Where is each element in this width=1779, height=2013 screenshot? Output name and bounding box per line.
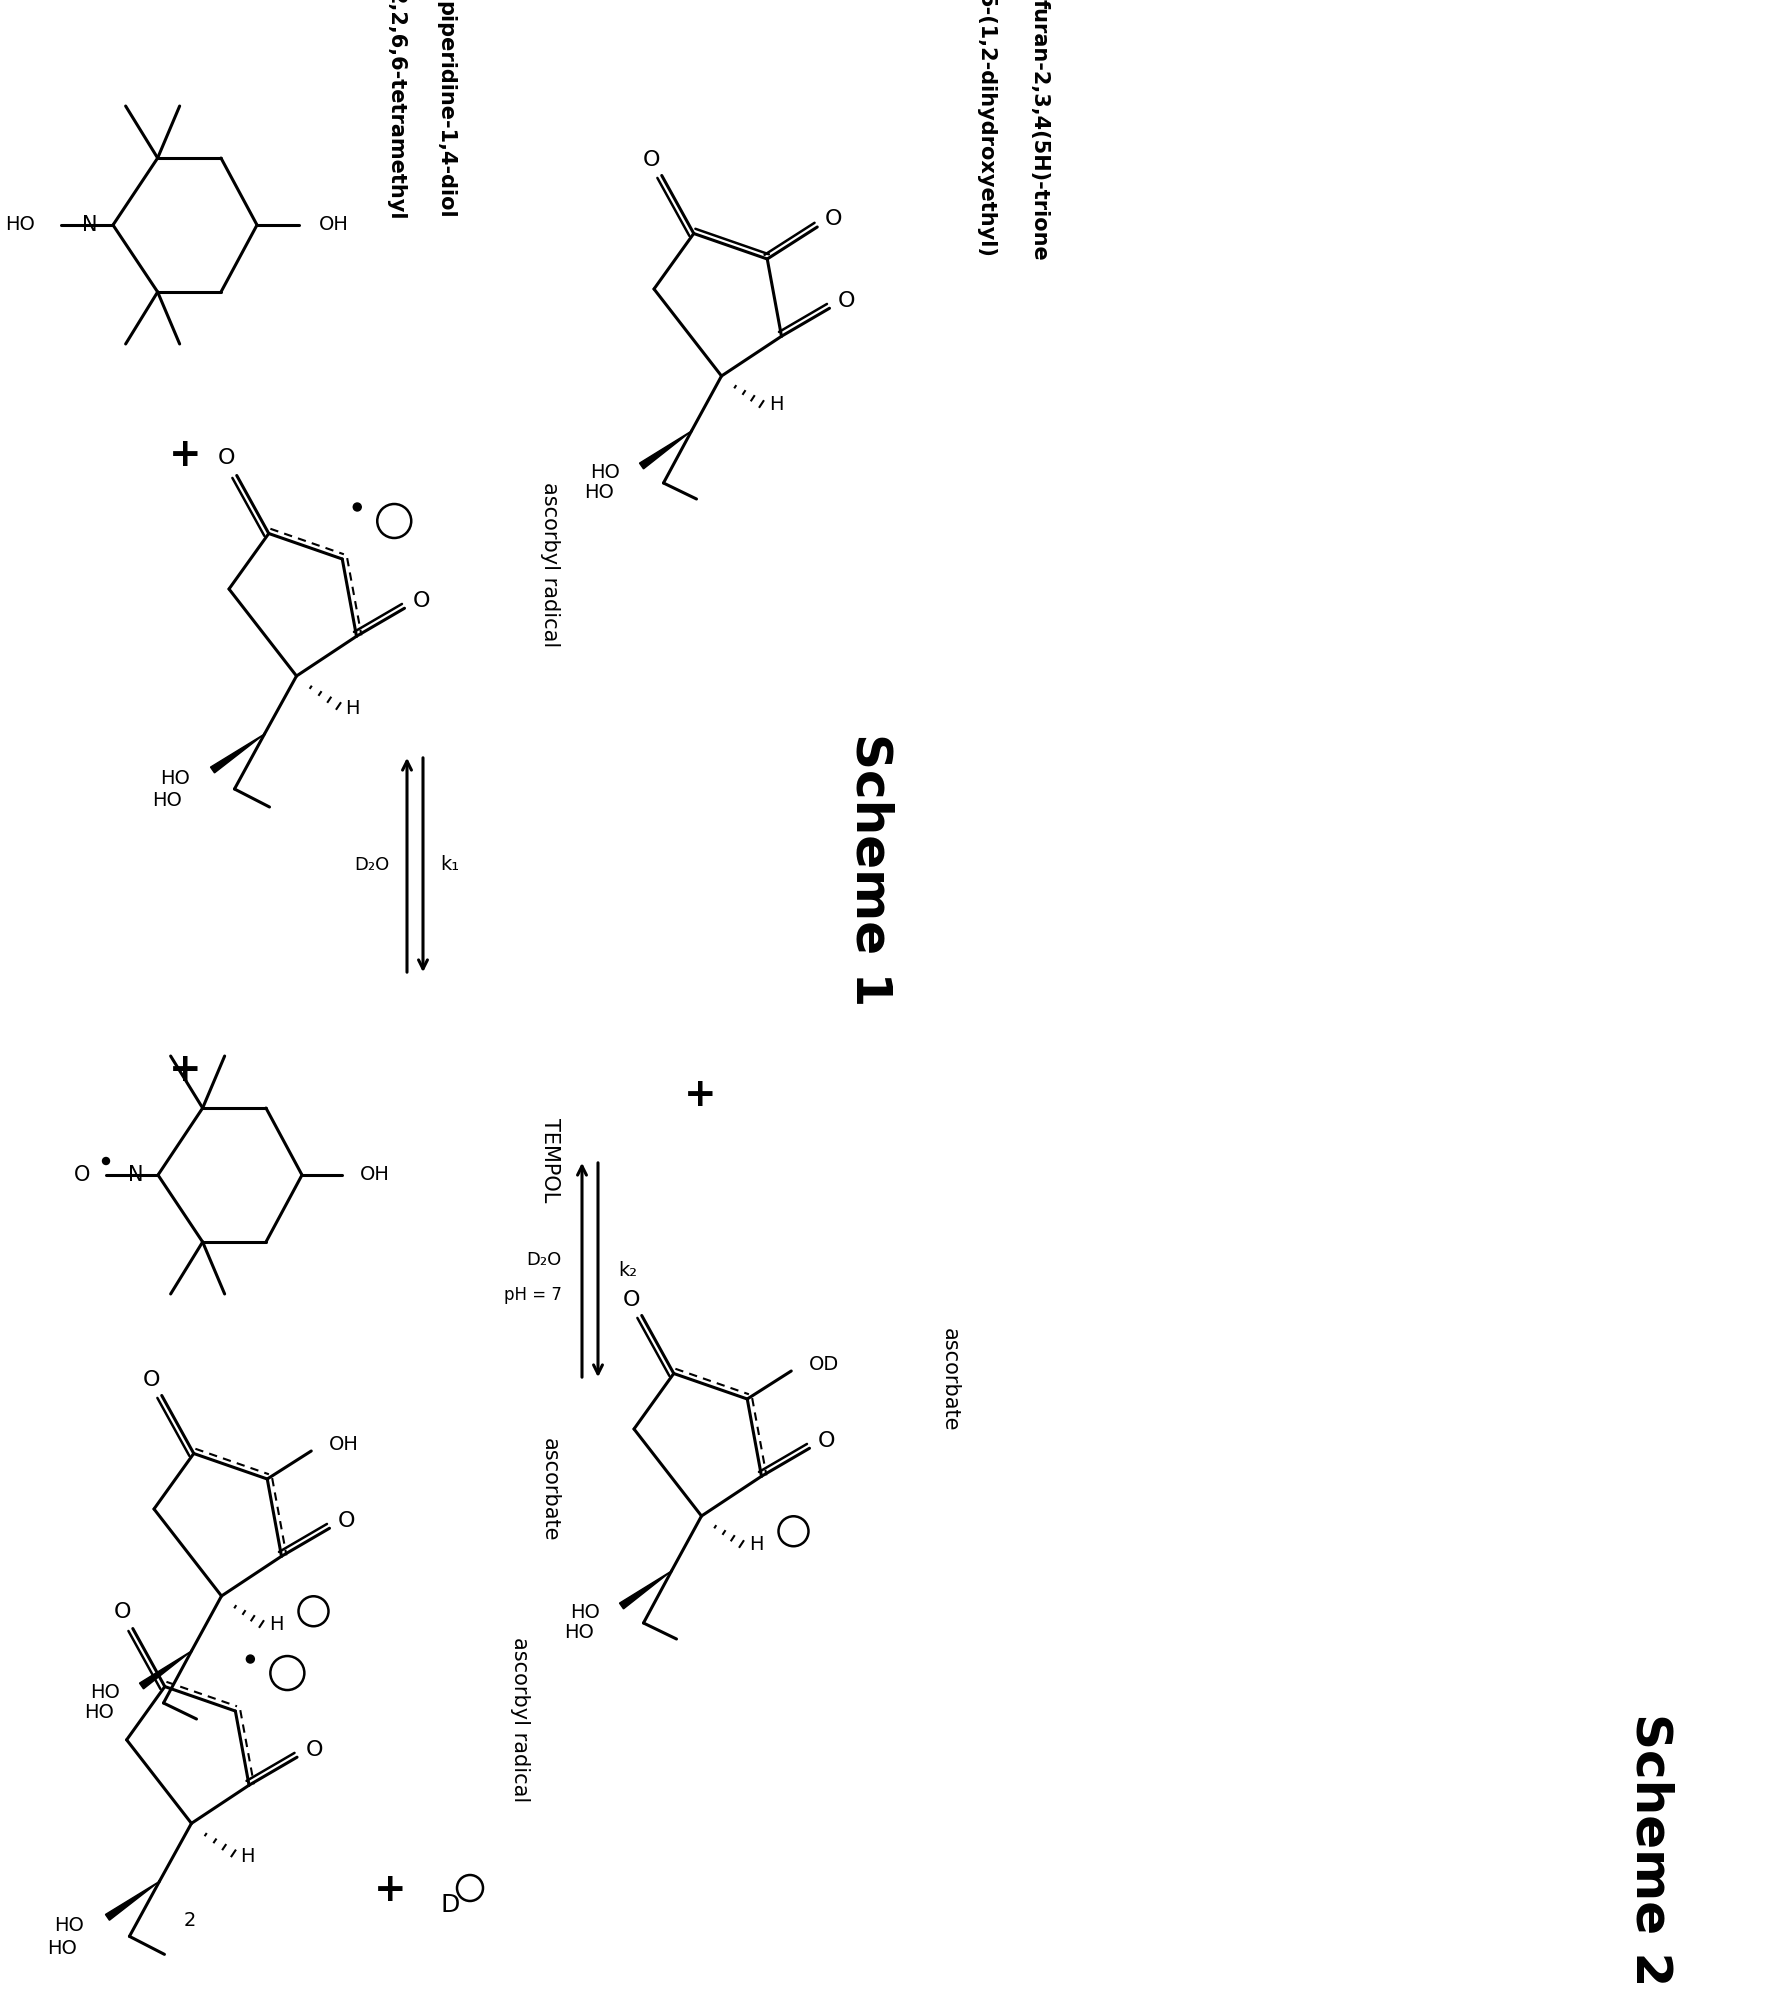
Polygon shape [105, 1882, 160, 1920]
Text: ascorbate: ascorbate [939, 1329, 961, 1431]
Text: 5-(1,2-dihydroxyethyl): 5-(1,2-dihydroxyethyl) [975, 0, 994, 258]
Circle shape [270, 1657, 304, 1691]
Text: pH = 7: pH = 7 [503, 1286, 562, 1304]
Circle shape [457, 1874, 484, 1900]
Text: +: + [683, 1077, 717, 1113]
Text: O: O [386, 511, 402, 531]
Text: TEMPOL: TEMPOL [541, 1117, 560, 1202]
Text: ascorbyl radical: ascorbyl radical [541, 483, 560, 648]
Text: O: O [818, 1431, 836, 1451]
Text: HO: HO [55, 1916, 84, 1934]
Text: O: O [838, 292, 856, 312]
Circle shape [377, 503, 411, 537]
Text: ascorbate: ascorbate [541, 1437, 560, 1542]
Text: ascorbyl radical: ascorbyl radical [511, 1637, 530, 1802]
Text: O: O [306, 1739, 322, 1759]
Text: O: O [824, 209, 841, 229]
Text: O: O [642, 149, 660, 169]
Text: −: − [786, 1522, 801, 1540]
Text: piperidine-1,4-diol: piperidine-1,4-diol [436, 2, 455, 219]
Text: O: O [279, 1663, 295, 1683]
Text: HO: HO [48, 1939, 78, 1959]
Text: O: O [142, 1369, 160, 1389]
Text: O: O [73, 1166, 91, 1186]
Circle shape [779, 1516, 808, 1546]
Text: O: O [114, 1602, 132, 1622]
Text: +: + [169, 437, 201, 473]
Polygon shape [619, 1570, 671, 1608]
Polygon shape [210, 735, 265, 773]
Text: +: + [374, 1870, 406, 1908]
Text: N: N [82, 215, 98, 236]
Circle shape [103, 1157, 110, 1164]
Circle shape [299, 1596, 329, 1627]
Text: O: O [623, 1290, 640, 1310]
Text: +: + [464, 1880, 477, 1896]
Text: HO: HO [160, 769, 190, 787]
Text: OD: OD [809, 1355, 840, 1373]
Text: O: O [413, 592, 431, 612]
Text: D: D [441, 1892, 459, 1916]
Text: Scheme 1: Scheme 1 [847, 733, 895, 1006]
Text: 2,2,6,6-tetramethyl: 2,2,6,6-tetramethyl [384, 0, 406, 219]
Text: k₁: k₁ [439, 856, 459, 874]
Text: O: O [338, 1512, 356, 1532]
Text: D₂O: D₂O [527, 1250, 562, 1268]
Text: OH: OH [329, 1435, 359, 1453]
Text: HO: HO [84, 1703, 114, 1723]
Text: furan-2,3,4(5H)-trione: furan-2,3,4(5H)-trione [1030, 0, 1050, 262]
Text: HO: HO [584, 483, 614, 503]
Text: N: N [128, 1166, 144, 1186]
Text: HO: HO [153, 791, 183, 811]
Text: H: H [749, 1534, 763, 1554]
Text: +: + [169, 1051, 201, 1089]
Text: HO: HO [5, 215, 36, 234]
Polygon shape [639, 431, 692, 469]
Text: OH: OH [318, 215, 349, 234]
Text: HO: HO [569, 1604, 600, 1622]
Text: H: H [769, 395, 785, 413]
Text: O: O [219, 449, 235, 469]
Text: OH: OH [359, 1166, 390, 1184]
Text: HO: HO [89, 1683, 119, 1703]
Text: H: H [269, 1614, 283, 1633]
Text: −: − [306, 1602, 320, 1620]
Circle shape [246, 1655, 254, 1663]
Text: Scheme 2: Scheme 2 [1626, 1713, 1674, 1987]
Text: HO: HO [564, 1624, 594, 1643]
Text: k₂: k₂ [617, 1260, 637, 1280]
Text: D₂O: D₂O [354, 856, 390, 874]
Text: H: H [240, 1846, 254, 1866]
Polygon shape [139, 1651, 192, 1689]
Circle shape [354, 503, 361, 511]
Text: 2: 2 [183, 1910, 196, 1930]
Text: H: H [345, 699, 359, 719]
Text: HO: HO [589, 463, 619, 483]
